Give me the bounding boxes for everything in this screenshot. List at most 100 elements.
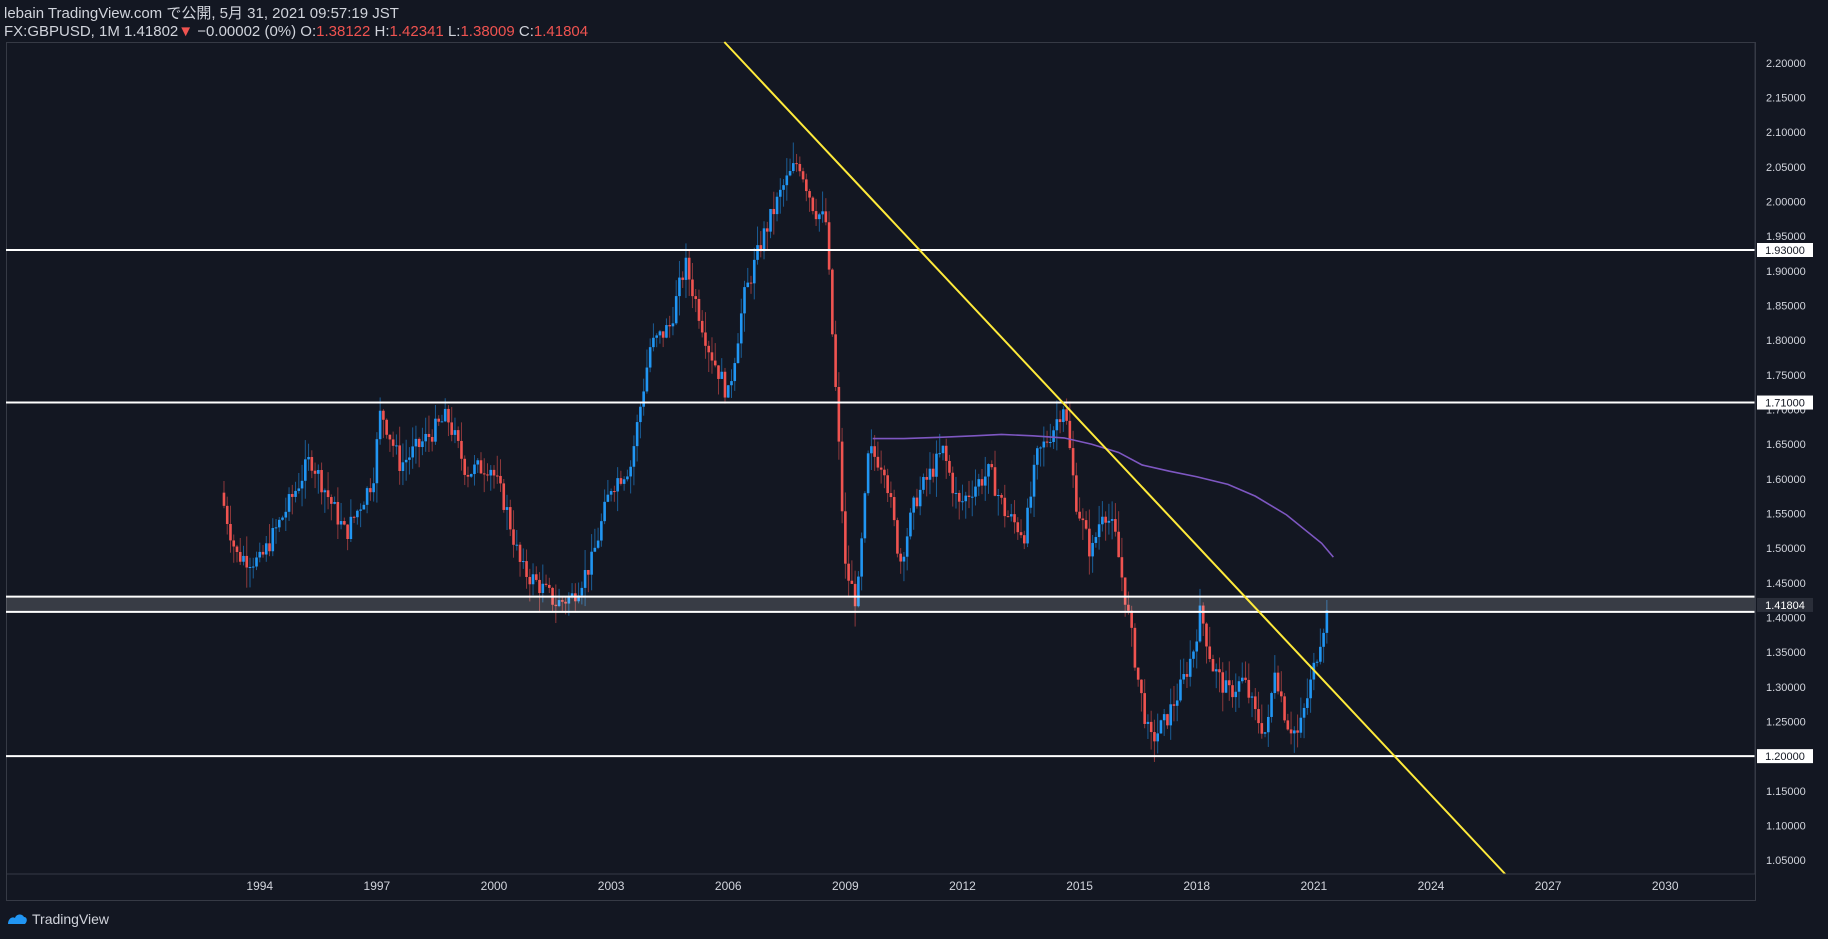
candle-body	[765, 228, 769, 232]
candle-body	[333, 502, 336, 504]
candle-body	[463, 458, 467, 475]
candle-body	[639, 406, 642, 423]
candle-body	[534, 574, 538, 580]
candle-body	[652, 337, 655, 348]
candle-body	[876, 456, 880, 468]
candle-body	[482, 473, 486, 475]
candle-body	[356, 510, 359, 518]
candle-body	[404, 459, 408, 463]
candle-body	[277, 519, 281, 528]
candle-body	[808, 191, 811, 198]
plot-area[interactable]	[222, 142, 1329, 762]
candle-body	[359, 509, 362, 511]
candle-body	[902, 556, 906, 562]
candle-body	[951, 472, 955, 494]
candle-body	[775, 196, 779, 215]
candle-body	[365, 488, 369, 505]
candle-body	[437, 418, 440, 422]
candle-body	[678, 277, 681, 297]
candle-body	[1149, 721, 1153, 733]
candle-body	[1026, 507, 1029, 544]
candle-body	[983, 476, 987, 486]
price-axis[interactable]: 2.20000 2.15000 2.10000 2.05000 2.00000 1.950…	[1754, 42, 1813, 874]
y-tick-label: 2.00000	[1766, 196, 1806, 208]
candle-body	[229, 523, 232, 541]
candle-body	[1110, 519, 1114, 521]
y-tick-label: 1.95000	[1766, 231, 1806, 243]
candle-body	[1078, 511, 1081, 519]
candle-body	[596, 540, 600, 548]
candle-body	[541, 583, 545, 594]
candle-body	[417, 438, 421, 448]
candle-body	[443, 408, 447, 422]
candle-body	[1234, 691, 1238, 698]
low-label: L:	[447, 23, 461, 40]
candle-body	[583, 570, 587, 588]
y-tick-label: 1.35000	[1766, 647, 1806, 659]
candle-body	[870, 446, 873, 454]
candle-body	[1185, 674, 1189, 677]
candle-body	[931, 468, 935, 477]
candle-body	[993, 467, 997, 496]
candle-body	[1205, 623, 1208, 647]
drawings-layer[interactable]	[6, 41, 1755, 875]
candle-body	[326, 490, 330, 498]
candle-body	[713, 360, 717, 366]
candle-body	[434, 418, 437, 442]
x-tick-label: 2003	[598, 879, 625, 893]
candle-body	[1169, 704, 1172, 726]
candle-body	[707, 345, 711, 353]
candle-body	[603, 501, 606, 522]
candle-body	[564, 601, 567, 604]
candle-body	[831, 269, 834, 335]
candle-body	[935, 453, 938, 477]
candle-body	[222, 492, 226, 506]
candle-body	[385, 419, 388, 435]
candle-body	[883, 469, 886, 476]
tradingview-brand[interactable]: TradingView	[6, 911, 109, 927]
y-tick-label: 1.85000	[1766, 300, 1806, 312]
candle-body	[554, 604, 558, 607]
candle-body	[369, 488, 372, 493]
candle-body	[323, 490, 327, 493]
candle-body	[518, 544, 522, 562]
candle-body	[411, 446, 414, 458]
y-tick-label: 1.90000	[1766, 266, 1806, 278]
candle-body	[1016, 522, 1020, 533]
candle-body	[447, 408, 450, 423]
y-tick-label: 1.60000	[1766, 474, 1806, 486]
candle-body	[310, 457, 314, 471]
x-tick-label: 2015	[1066, 879, 1093, 893]
x-tick-label: 2030	[1652, 879, 1679, 893]
candle-body	[1068, 420, 1072, 449]
candle-body	[1214, 669, 1218, 672]
candle-body	[346, 524, 349, 540]
candle-body	[1120, 557, 1124, 578]
candle-body	[805, 179, 808, 192]
candle-body	[1263, 732, 1267, 734]
candle-body	[1036, 448, 1039, 465]
time-axis[interactable]: 1994 1997 2000 2003 2006 2009 2012 2015 2018 2021…	[6, 873, 1755, 893]
footer-bar	[0, 902, 1828, 939]
candle-body	[863, 493, 867, 539]
candle-body	[892, 497, 896, 521]
candle-body	[873, 446, 876, 457]
candle-body	[456, 430, 460, 441]
candle-body	[909, 512, 912, 537]
candle-body	[785, 175, 789, 186]
candle-body	[938, 453, 942, 455]
candle-body	[1293, 730, 1296, 734]
candle-body	[1019, 532, 1023, 536]
candle-body	[378, 410, 382, 440]
candle-body	[1221, 672, 1225, 693]
high-value: 1.42341	[389, 23, 444, 40]
tradingview-logo-icon	[8, 914, 27, 924]
high-label: H:	[374, 23, 390, 40]
candle-body	[1250, 696, 1254, 698]
candle-body	[944, 445, 948, 461]
candle-body	[1055, 419, 1059, 431]
candle-body	[1045, 441, 1049, 443]
symbol-label[interactable]: FX:GBPUSD, 1M	[4, 23, 120, 40]
candle-body	[1006, 516, 1010, 518]
